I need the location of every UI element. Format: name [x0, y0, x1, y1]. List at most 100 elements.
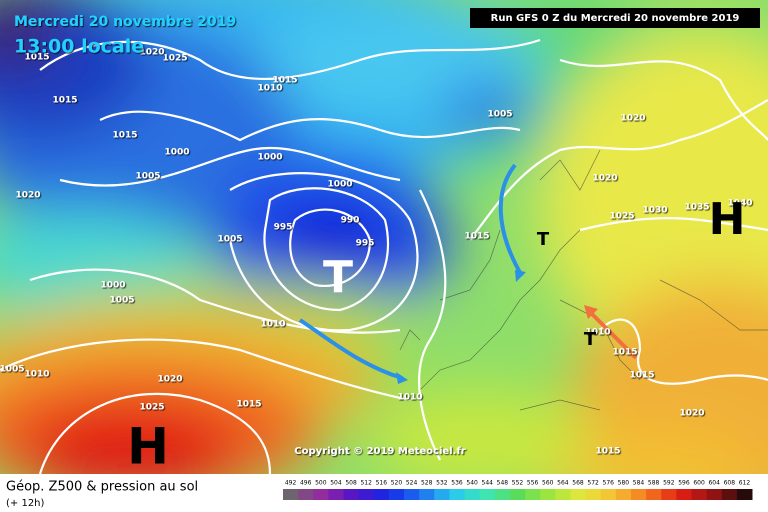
header-title: Mercredi 20 novembre 2019 [14, 14, 236, 30]
scale-label: 564 [557, 480, 569, 487]
scale-swatch [615, 489, 632, 500]
scale-label: 600 [693, 480, 705, 487]
pressure-label: 1020 [157, 375, 182, 385]
scale-swatch [283, 489, 299, 500]
pressure-label: 1015 [24, 53, 49, 63]
scale-swatch [464, 489, 481, 500]
scale-swatch [600, 489, 617, 500]
scale-swatch [646, 489, 662, 500]
arrow-head [396, 372, 408, 384]
scale-label: 608 [724, 480, 736, 487]
scale-label: 524 [406, 480, 418, 487]
scale-swatch [540, 489, 556, 500]
scale-label: 504 [330, 480, 342, 487]
pressure-label: 1015 [629, 371, 654, 381]
pressure-label: 1015 [595, 447, 620, 457]
run-box [470, 8, 760, 28]
scale-label: 520 [391, 480, 403, 487]
pressure-label: 1030 [642, 206, 667, 216]
scale-label: 576 [603, 480, 615, 487]
pressure-label: 1020 [15, 191, 40, 201]
scale-label: 588 [648, 480, 660, 487]
pressure-label: 1015 [464, 232, 489, 242]
pressure-label: 1005 [0, 365, 25, 375]
scale-swatch [555, 489, 571, 500]
system-label: T [323, 252, 353, 303]
scale-label: 536 [451, 480, 463, 487]
scale-label: 544 [482, 480, 494, 487]
scale-label: 560 [542, 480, 554, 487]
pressure-label: 1010 [397, 393, 422, 403]
pressure-label: 1035 [684, 203, 709, 213]
scale-swatch [721, 489, 738, 500]
scale-label: 568 [572, 480, 584, 487]
arrow [298, 318, 403, 380]
pressure-label: 1000 [327, 180, 352, 190]
scale-swatch [343, 489, 360, 500]
system-label: T [584, 329, 597, 350]
scale-label: 528 [421, 480, 433, 487]
scale-swatch [585, 489, 602, 500]
scale-label: 592 [663, 480, 675, 487]
scale-swatch [404, 489, 420, 500]
scale-swatch [525, 489, 541, 500]
pressure-label: 1015 [272, 76, 297, 86]
scale-swatch [358, 489, 375, 500]
pressure-label: 1005 [217, 235, 242, 245]
scale-label: 580 [618, 480, 630, 487]
scale-swatch [449, 489, 466, 500]
scale-label: 512 [360, 480, 372, 487]
scale-swatch [706, 489, 723, 500]
pressure-label: 1020 [139, 48, 164, 58]
pressure-label: 1015 [112, 131, 137, 141]
pressure-labels: 1015 1025 1020 1015 1015 1000 1005 1000 1000 1020… [0, 48, 753, 457]
scale-label: 540 [466, 480, 478, 487]
scale-swatch [509, 489, 526, 500]
scale-label: 556 [527, 480, 539, 487]
pressure-label: 995 [274, 223, 293, 233]
arrow-head [584, 305, 598, 319]
pressure-systems: H T H T T [127, 194, 745, 474]
scale-label: 596 [678, 480, 690, 487]
pressure-label: 1000 [257, 153, 282, 163]
pressure-label: 1000 [100, 281, 125, 291]
header-time: 13:00 locale [14, 36, 144, 58]
pressure-label: 1010 [260, 320, 285, 330]
scale-label: 548 [497, 480, 509, 487]
legend-subtitle: (+ 12h) [6, 498, 45, 509]
pressure-label: 1020 [592, 174, 617, 184]
scale-swatch [373, 489, 390, 500]
pressure-label: 1015 [52, 96, 77, 106]
scale-label: 492 [285, 480, 297, 487]
scale-label: 612 [739, 480, 751, 487]
scale-swatch [434, 489, 450, 500]
arrow [588, 310, 638, 360]
legend-scale: 492 496 500 504 508 512 516 520 524 528 532 536 540 5… [283, 480, 753, 500]
scale-label: 532 [436, 480, 448, 487]
scale-swatch [676, 489, 692, 500]
system-label: T [537, 229, 550, 250]
scale-swatch [419, 489, 435, 500]
scale-swatch [388, 489, 405, 500]
pressure-label: 1005 [487, 110, 512, 120]
scale-label: 604 [708, 480, 720, 487]
pressure-label: 1010 [24, 370, 49, 380]
scale-swatch [661, 489, 677, 500]
pressure-label: 1020 [620, 114, 645, 124]
arrow [498, 163, 524, 278]
scale-swatch [298, 489, 314, 500]
scale-swatch [313, 489, 329, 500]
pressure-label: 1010 [585, 328, 610, 338]
scale-label: 496 [300, 480, 312, 487]
scale-swatch [570, 489, 587, 500]
scale-swatch [479, 489, 496, 500]
pressure-label: 1000 [164, 148, 189, 158]
pressure-label: 1040 [727, 199, 752, 209]
pressure-label: 1025 [609, 212, 634, 222]
run-text: Run GFS 0 Z du Mercredi 20 novembre 2019 [491, 13, 740, 24]
scale-swatch [630, 489, 647, 500]
pressure-label: 1005 [109, 296, 134, 306]
